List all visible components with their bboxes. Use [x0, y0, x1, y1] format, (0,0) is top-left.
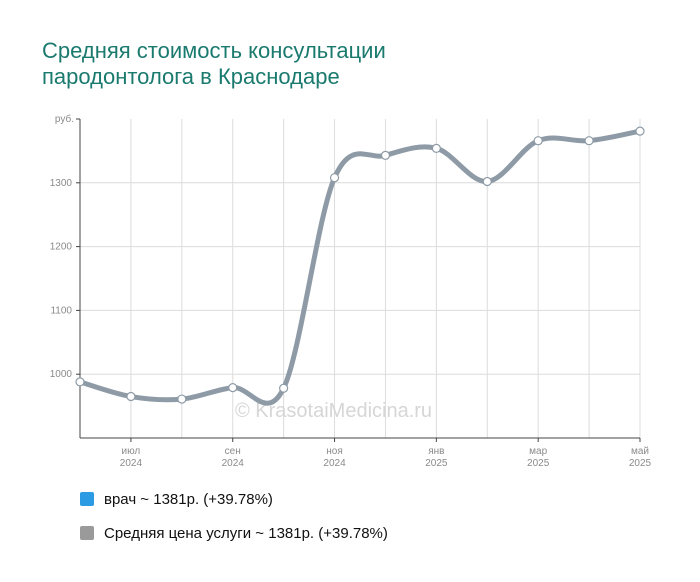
x-tick-label-year: 2024 — [222, 458, 245, 469]
x-tick-label-year: 2025 — [425, 458, 448, 469]
data-point — [75, 377, 85, 387]
y-tick-label: 1200 — [50, 242, 73, 253]
watermark: © KrasotaiMedicina.ru — [235, 400, 432, 422]
y-tick-label: 1300 — [50, 178, 73, 189]
data-point — [228, 382, 238, 393]
series-group — [77, 128, 643, 406]
data-points — [75, 126, 645, 404]
grid-lines — [80, 119, 641, 438]
chart-title-line-2: пародонтолога в Краснодаре — [42, 64, 340, 89]
legend-label-average: Средняя цена услуги ~ 1381р. (+39.78%) — [104, 524, 388, 542]
x-tick-label-year: 2025 — [527, 458, 550, 469]
legend-label-doctor: врач ~ 1381р. (+39.78%) — [104, 490, 273, 508]
x-tick-label-year: 2024 — [120, 458, 143, 469]
data-point — [126, 391, 136, 402]
data-point — [177, 394, 187, 404]
legend-swatch-average — [80, 526, 94, 540]
data-point — [635, 126, 645, 136]
y-tick-label: 1000 — [50, 369, 73, 380]
x-tick-label-year: 2025 — [629, 458, 652, 469]
x-tick-label-year: 2024 — [323, 458, 346, 469]
x-tick-label-month: мар — [529, 446, 547, 457]
x-tick-label-month: янв — [428, 446, 444, 457]
data-point — [380, 150, 391, 160]
x-tick-label-month: ноя — [326, 446, 343, 457]
legend-item-doctor[interactable]: врач ~ 1381р. (+39.78%) — [80, 488, 388, 510]
y-tick-label: 1100 — [50, 305, 72, 316]
series-line-average-price — [77, 128, 643, 406]
x-tick-label-month: июл — [122, 446, 141, 457]
data-point — [431, 143, 441, 153]
legend: врач ~ 1381р. (+39.78%) Средняя цена усл… — [80, 488, 388, 556]
data-point — [279, 383, 289, 393]
data-point — [584, 136, 594, 146]
data-point — [329, 173, 340, 183]
x-tick-label-month: сен — [225, 446, 241, 457]
y-axis-unit-label: руб. — [55, 113, 74, 125]
axes — [76, 118, 641, 442]
legend-swatch-doctor — [80, 492, 94, 506]
chart-title: Средняя стоимость консультации пародонто… — [42, 38, 642, 90]
axis-labels: руб.1000110012001300июл2024сен2024ноя202… — [50, 113, 652, 469]
chart-area: © KrasotaiMedicina.ru руб. 1000 1100 1200 13… — [50, 113, 652, 469]
data-point — [533, 136, 543, 146]
data-point — [482, 176, 492, 187]
legend-item-average[interactable]: Средняя цена услуги ~ 1381р. (+39.78%) — [80, 522, 388, 544]
chart-title-line-1: Средняя стоимость консультации — [42, 38, 386, 63]
x-tick-label-month: май — [631, 446, 649, 457]
